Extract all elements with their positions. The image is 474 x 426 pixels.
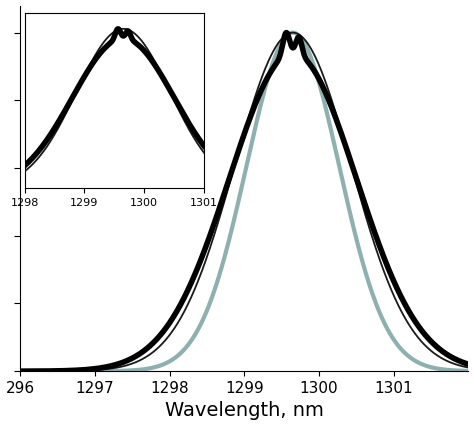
X-axis label: Wavelength, nm: Wavelength, nm <box>165 401 324 420</box>
